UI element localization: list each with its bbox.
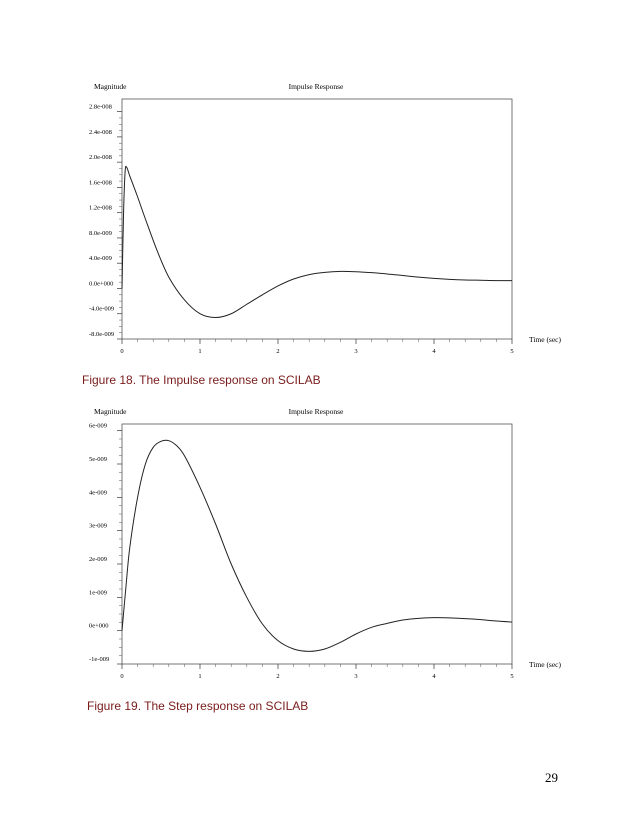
page-number: 29	[545, 770, 558, 785]
y-axis-label: Magnitude	[94, 407, 127, 416]
chart-title: Impulse Response	[289, 82, 344, 91]
x-axis-label: Time (sec)	[529, 335, 562, 344]
x-tick-label: 0	[120, 673, 123, 680]
y-tick-label: 2.8e-008	[89, 104, 112, 111]
y-tick-label: 2.0e-008	[89, 154, 112, 161]
y-tick-label: 2.4e-008	[89, 129, 112, 136]
step-response-chart: Magnitude Impulse Response Time (sec) -1e-0…	[89, 407, 562, 680]
x-tick-label: 2	[276, 348, 279, 355]
plot-frame	[121, 423, 513, 665]
y-axis-label: Magnitude	[94, 82, 127, 91]
y-tick-label: 1.2e-008	[89, 205, 112, 212]
x-tick-label: 5	[510, 673, 513, 680]
x-tick-label: 4	[432, 673, 436, 680]
x-tick-label: 3	[354, 348, 357, 355]
plot-frame	[121, 98, 513, 340]
y-tick-label: 3e-009	[89, 523, 107, 530]
y-tick-label: 8.0e-009	[89, 230, 112, 237]
y-tick-label: 6e-009	[89, 423, 107, 430]
y-tick-label: 5e-009	[89, 456, 107, 463]
series-line-0	[121, 439, 513, 652]
x-tick-label: 2	[276, 673, 279, 680]
figure-18-caption: Figure 18. The Impulse response on SCILA…	[82, 373, 321, 387]
y-tick-label: -1e-009	[89, 656, 109, 663]
x-axis-label: Time (sec)	[529, 660, 562, 669]
y-tick-label: 1e-009	[89, 589, 107, 596]
y-tick-label: 0e+000	[89, 623, 109, 630]
x-tick-label: 1	[198, 348, 201, 355]
figure-19-caption: Figure 19. The Step response on SCILAB	[87, 699, 309, 713]
y-tick-label: 0.0e+000	[89, 280, 113, 287]
series-line-0	[121, 165, 513, 319]
impulse-response-chart: Magnitude Impulse Response Time (sec) -8.0e…	[89, 82, 562, 355]
chart-title: Impulse Response	[289, 407, 344, 416]
x-tick-label: 5	[510, 348, 513, 355]
y-tick-label: -4.0e-009	[89, 306, 114, 313]
y-tick-label: 4e-009	[89, 489, 107, 496]
y-tick-label: 1.6e-008	[89, 179, 112, 186]
x-tick-label: 3	[354, 673, 357, 680]
x-tick-label: 0	[120, 348, 123, 355]
x-tick-label: 1	[198, 673, 201, 680]
x-tick-label: 4	[432, 348, 436, 355]
y-tick-label: -8.0e-009	[89, 331, 114, 338]
y-tick-label: 4.0e-009	[89, 255, 112, 262]
y-tick-label: 2e-009	[89, 556, 107, 563]
